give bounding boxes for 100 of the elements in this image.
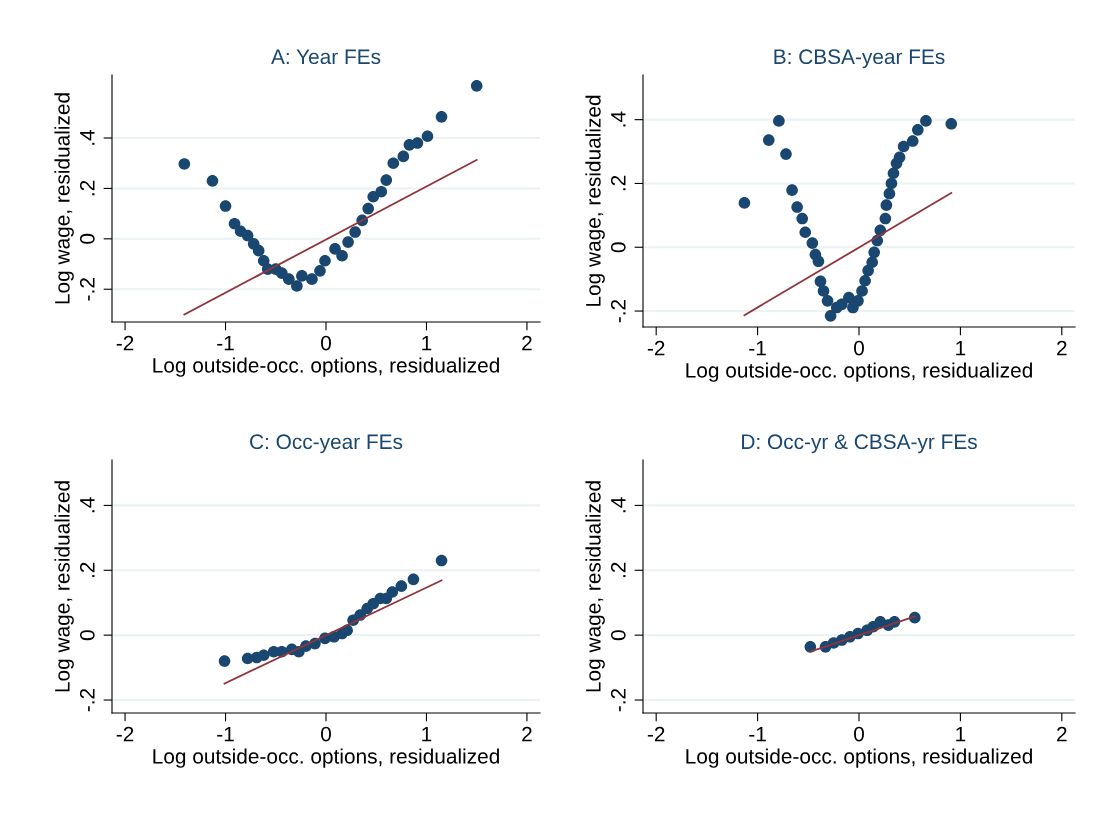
point — [945, 117, 958, 130]
point — [859, 274, 871, 287]
point — [762, 134, 775, 146]
y-tick-label: 0 — [610, 630, 626, 641]
y-tick-label: .4 — [611, 111, 626, 127]
point — [880, 199, 893, 211]
x-tick-label: 0 — [854, 340, 864, 356]
point — [868, 246, 881, 259]
x-tick-label: -2 — [116, 726, 134, 742]
x-tick-label: 1 — [422, 335, 432, 351]
point — [887, 167, 900, 180]
point — [421, 130, 434, 143]
chart-title: D: Occ-yr & CBSA-yr FEs — [742, 434, 977, 454]
point — [342, 236, 354, 248]
y-tick-label: -.2 — [79, 688, 95, 712]
chart-title: B: CBSA-year FEs — [774, 49, 945, 69]
point — [893, 151, 906, 164]
x-axis-title: Log outside-occ. options, residualized — [153, 748, 499, 768]
x-tick-label: 2 — [522, 726, 532, 742]
y-tick-label: .2 — [610, 562, 626, 578]
x-tick-label: 0 — [854, 726, 864, 742]
point — [252, 244, 265, 257]
point — [257, 649, 270, 662]
point — [387, 157, 400, 170]
y-tick-label: 0 — [79, 233, 95, 244]
y-tick-label: .4 — [80, 497, 95, 513]
point — [380, 174, 393, 186]
y-tick-label: .4 — [611, 497, 626, 513]
x-tick-label: -1 — [217, 726, 234, 742]
y-tick-label: 0 — [610, 242, 626, 253]
x-tick-label: -2 — [116, 335, 134, 351]
point — [206, 175, 219, 187]
x-axis-title: Log outside-occ. options, residualized — [686, 362, 1032, 382]
point — [435, 111, 448, 123]
x-tick-label: 0 — [321, 726, 331, 742]
point — [821, 295, 834, 307]
point — [336, 249, 348, 262]
point — [397, 150, 410, 163]
point — [906, 135, 919, 147]
x-axis-title: Log outside-occ. options, residualized — [686, 748, 1032, 768]
point — [791, 201, 803, 213]
chart-title: C: Occ-year FEs — [250, 434, 403, 454]
x-tick-label: -1 — [217, 335, 234, 351]
x-tick-label: 2 — [1057, 726, 1067, 742]
point — [178, 158, 191, 170]
x-tick-label: 1 — [422, 726, 432, 742]
point — [411, 137, 424, 149]
point — [897, 140, 910, 153]
point — [866, 256, 878, 269]
point — [780, 148, 792, 160]
point — [296, 270, 308, 282]
chart-title: A: Year FEs — [271, 49, 381, 65]
point — [407, 573, 420, 586]
point — [773, 115, 785, 127]
x-tick-label: 2 — [1057, 340, 1067, 356]
x-tick-label: -2 — [647, 726, 665, 742]
point — [786, 184, 798, 196]
point — [375, 185, 388, 198]
point — [306, 273, 318, 285]
point — [218, 655, 231, 667]
point — [219, 200, 232, 212]
point — [470, 80, 483, 92]
x-tick-label: -1 — [749, 340, 766, 356]
point — [362, 202, 375, 215]
point — [920, 115, 932, 127]
point — [329, 243, 341, 255]
point — [879, 212, 892, 225]
point — [885, 177, 898, 190]
x-tick-label: 2 — [522, 335, 532, 351]
point — [349, 226, 361, 238]
point — [796, 212, 809, 225]
point — [435, 554, 448, 567]
point — [912, 124, 924, 136]
point — [835, 298, 848, 311]
y-axis-title: Log wage, residualized — [54, 481, 74, 692]
y-tick-label: .2 — [79, 562, 95, 578]
point — [812, 255, 825, 268]
point — [241, 229, 254, 242]
y-tick-label: .2 — [79, 180, 95, 196]
point — [856, 285, 868, 297]
x-tick-label: 1 — [956, 340, 966, 356]
point — [319, 254, 331, 267]
y-tick-label: -.2 — [79, 278, 95, 301]
x-tick-label: 0 — [321, 335, 331, 351]
point — [883, 187, 896, 200]
y-axis-title: Log wage, residualized — [585, 95, 605, 306]
point — [395, 580, 408, 592]
y-tick-label: -.2 — [610, 299, 626, 323]
x-tick-label: 1 — [956, 726, 966, 742]
point — [738, 197, 751, 209]
point — [314, 265, 326, 277]
y-tick-label: .2 — [610, 175, 626, 191]
y-axis-title: Log wage, residualized — [585, 481, 605, 692]
point — [283, 273, 295, 285]
y-tick-label: 0 — [79, 630, 95, 641]
point — [817, 285, 830, 297]
point — [852, 295, 864, 307]
point — [814, 275, 827, 288]
y-tick-label: .4 — [80, 129, 95, 145]
x-tick-label: -1 — [749, 726, 766, 742]
